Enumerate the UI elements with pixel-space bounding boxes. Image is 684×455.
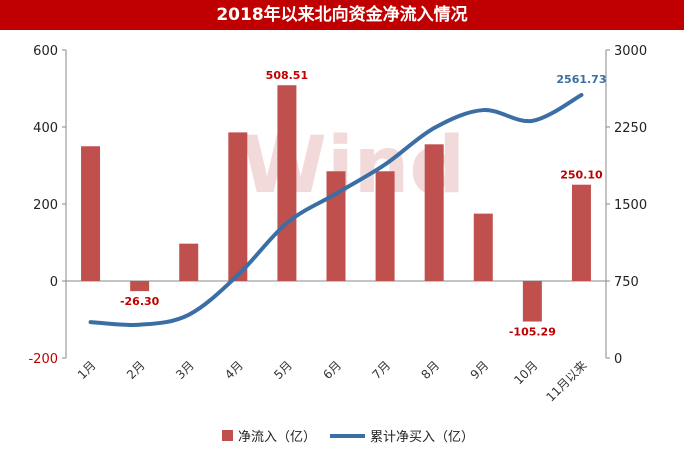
y-left-tick-label: 0 [50,275,58,290]
y-left-tick-label: 200 [33,198,58,213]
bar [473,213,493,281]
y-right-tick-label: 1500 [614,198,647,213]
x-tick-label: 10月 [511,358,540,387]
y-right-tick-label: 0 [614,352,622,367]
bar [571,184,591,281]
chart-title: 2018年以来北向资金净流入情况 [0,0,684,30]
x-tick-label: 4月 [222,358,246,382]
y-left-tick-label: 600 [33,44,58,59]
bar [522,281,542,322]
bar [277,85,297,281]
legend: 净流入（亿） 累计净买入（亿） [222,430,474,445]
x-tick-label: 3月 [173,358,197,382]
bar [228,132,248,281]
data-label: -105.29 [509,326,556,339]
bar [130,281,150,292]
data-label: 508.51 [266,69,308,82]
legend-label-bar: 净流入（亿） [238,430,316,445]
y-left-tick-label: -200 [28,352,58,367]
bar [375,171,395,281]
line-series [88,92,584,327]
y-right-tick-label: 750 [614,275,639,290]
x-tick-label: 1月 [75,358,99,382]
x-tick-label: 9月 [468,358,492,382]
data-label: -26.30 [120,295,160,308]
legend-label-line: 累计净买入（亿） [370,430,474,445]
bar [179,243,199,281]
y-right-tick-label: 2250 [614,121,647,136]
data-labels: -26.30 508.51 -105.29 250.10 2561.73 [120,69,607,338]
x-tick-label: 6月 [320,358,344,382]
cumulative-line [88,92,584,327]
data-label: 250.10 [560,169,603,182]
x-tick-label: 11月以来 [543,358,589,404]
data-label: 2561.73 [556,73,606,86]
bar [424,144,444,281]
legend-swatch-bar [222,430,233,441]
x-tick-label: 2月 [124,358,148,382]
x-tick-label: 7月 [369,358,393,382]
bar-series [81,85,591,322]
y-right-tick-label: 3000 [614,44,647,59]
y-left-tick-label: 400 [33,121,58,136]
bar [81,146,101,281]
x-tick-label: 8月 [419,358,443,382]
x-tick-label: 5月 [271,358,295,382]
